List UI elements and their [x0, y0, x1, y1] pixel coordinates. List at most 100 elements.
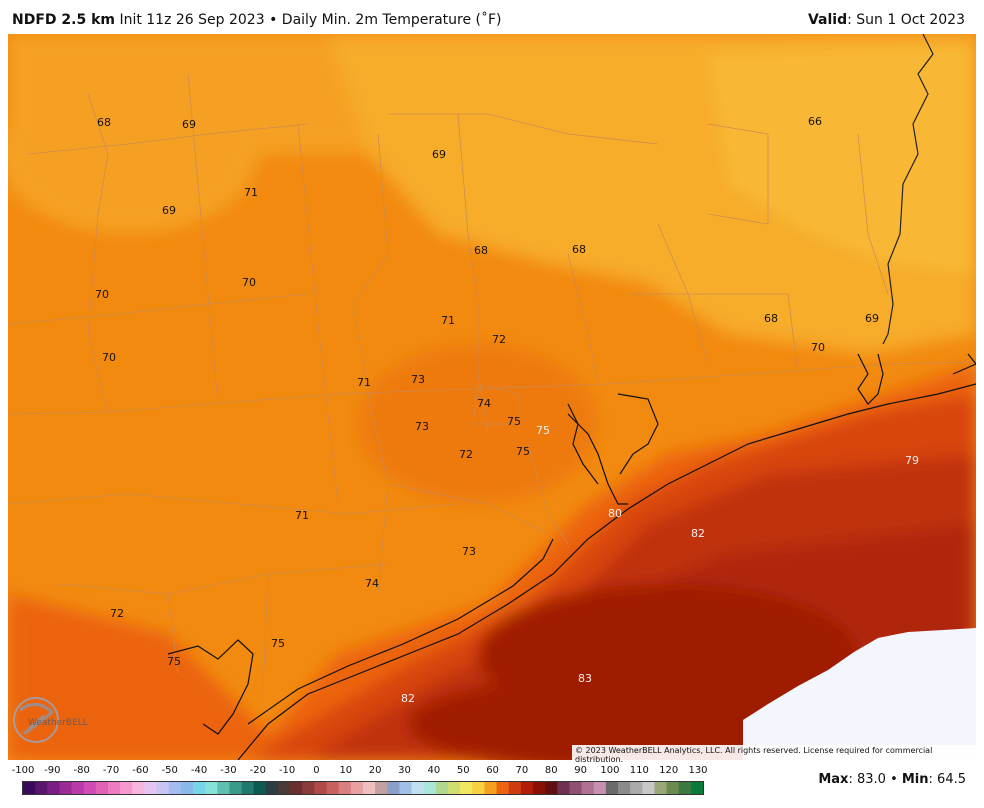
colorbar-swatch: [205, 782, 218, 794]
temperature-label: 70: [242, 276, 256, 289]
colorbar-tick-label: 60: [486, 765, 499, 776]
colorbar-swatch: [508, 782, 522, 794]
model-name: NDFD 2.5 km: [12, 12, 115, 28]
min-value: : 64.5: [928, 772, 966, 787]
colorbar-swatch: [144, 782, 158, 794]
colorbar-swatch: [399, 782, 413, 794]
colorbar-swatch: [618, 782, 631, 794]
colorbar-swatch: [557, 782, 570, 794]
temperature-label: 69: [432, 148, 446, 161]
temperature-label: 71: [357, 376, 371, 389]
temperature-label: 71: [244, 186, 258, 199]
logo-text: WeatherBELL: [28, 718, 88, 728]
colorbar-swatch: [690, 782, 703, 794]
colorbar-tick-label: 50: [456, 765, 470, 776]
temperature-label: 73: [415, 420, 429, 433]
temperature-labels: 68 69 69 66 71 69 68 68 70 70 71 68 69 72 70 70 71 73 74 75…: [95, 115, 919, 705]
colorbar-swatch: [23, 782, 36, 794]
colorbar-tick-label: -40: [190, 765, 208, 776]
weatherbell-logo: WeatherBELL: [13, 697, 88, 743]
colorbar-swatch: [59, 782, 73, 794]
header-bullet: •: [269, 12, 278, 28]
temperature-label: 73: [411, 373, 425, 386]
temperature-label: 83: [578, 672, 592, 685]
colorbar-swatch: [156, 782, 170, 794]
colorbar-swatch: [654, 782, 668, 794]
temperature-label: 75: [167, 655, 181, 668]
temperature-label: 82: [401, 692, 415, 705]
temperature-label: 79: [905, 454, 919, 467]
temperature-label: 71: [295, 509, 309, 522]
colorbar-swatch: [95, 782, 109, 794]
colorbar-swatch: [229, 782, 243, 794]
colorbar-swatch: [71, 782, 85, 794]
colorbar-swatch: [132, 782, 145, 794]
colorbar-swatch: [545, 782, 558, 794]
colorbar-swatch: [314, 782, 328, 794]
colorbar-swatch: [278, 782, 291, 794]
colorbar-tick-label: 130: [688, 765, 708, 776]
colorbar-tick-label: 100: [600, 765, 620, 776]
colorbar-tick-label: 110: [629, 765, 649, 776]
colorbar-tick-label: -60: [132, 765, 149, 776]
colorbar-tick-label: -90: [44, 765, 61, 776]
valid-label: Valid: [807, 12, 848, 28]
temperature-label: 68: [474, 244, 488, 257]
county-lines: [8, 73, 976, 695]
colorbar-tick-label: 10: [339, 765, 353, 776]
stats: Max: 83.0 • Min: 64.5: [818, 772, 966, 787]
init-time: Init 11z 26 Sep 2023: [119, 12, 265, 28]
temperature-label: 66: [808, 115, 822, 128]
state-border: [882, 34, 934, 345]
colorbar-tick-label: -50: [161, 765, 178, 776]
colorbar-swatch: [363, 782, 376, 794]
colorbar-swatch: [569, 782, 583, 794]
colorbar-swatch: [448, 782, 461, 794]
temperature-label: 73: [462, 545, 476, 558]
colorbar-swatch: [411, 782, 425, 794]
colorbar-swatch: [338, 782, 352, 794]
temperature-label: 75: [516, 445, 530, 458]
colorbar-swatch: [83, 782, 97, 794]
colorbar-swatch: [35, 782, 48, 794]
colorbar-swatch: [435, 782, 449, 794]
max-label: Max: [818, 772, 849, 787]
max-value: : 83.0: [848, 772, 886, 787]
colorbar-tick-label: -70: [102, 765, 120, 776]
temperature-label: 68: [572, 243, 586, 256]
temperature-label: 72: [492, 333, 506, 346]
colorbar-swatch: [193, 782, 206, 794]
temperature-label: 75: [507, 415, 521, 428]
colorbar-swatch: [533, 782, 546, 794]
temperature-label: 75: [271, 637, 285, 650]
colorbar-swatch: [666, 782, 680, 794]
colorbar-swatch: [520, 782, 534, 794]
colorbar-tick-label: 0: [313, 765, 320, 776]
temperature-label: 70: [102, 351, 116, 364]
colorbar-swatch: [472, 782, 485, 794]
header-title: NDFD 2.5 km Init 11z 26 Sep 2023 • Daily…: [12, 12, 502, 28]
colorbar-swatch: [678, 782, 692, 794]
temperature-label: 69: [865, 312, 879, 325]
colorbar-swatch: [47, 782, 60, 794]
colorbar-swatch: [581, 782, 595, 794]
temperature-label: 71: [441, 314, 455, 327]
product-name: Daily Min. 2m Temperature (˚F): [281, 12, 502, 28]
temperature-label: 70: [95, 288, 109, 301]
colorbar-tick-label: -30: [220, 765, 237, 776]
min-label: Min: [901, 772, 929, 787]
header-bar: NDFD 2.5 km Init 11z 26 Sep 2023 • Daily…: [0, 0, 984, 34]
coastline: [167, 353, 976, 760]
stats-bullet: •: [890, 772, 898, 787]
colorbar-swatch: [350, 782, 364, 794]
colorbar-tick-label: 30: [398, 765, 411, 776]
colorbar: -100 -90 -80 -70 -60 -50 -40 -30 -20 -10 0 10 20 30 40…: [0, 760, 984, 808]
colorbar-swatch: [217, 782, 230, 794]
colorbar-swatch: [605, 782, 619, 794]
copyright-notice: © 2023 WeatherBELL Analytics, LLC. All r…: [572, 745, 984, 765]
temperature-label: 74: [365, 577, 379, 590]
colorbar-tick-label: 90: [574, 765, 587, 776]
colorbar-swatch: [387, 782, 400, 794]
colorbar-tick-label: 70: [515, 765, 529, 776]
temperature-label: 72: [459, 448, 473, 461]
